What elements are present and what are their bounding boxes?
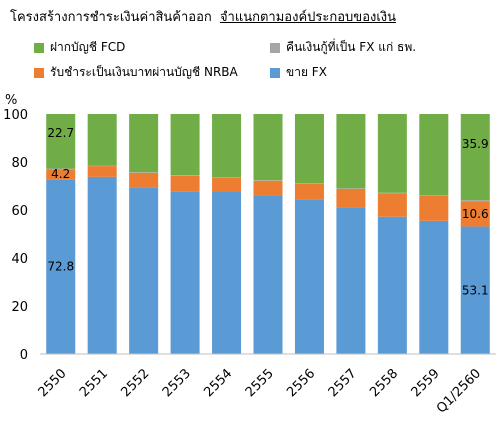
legend-label-sell-fx: ขาย FX — [286, 65, 327, 79]
bar-2558-series-1 — [377, 193, 407, 217]
bar-2550-series-1 — [46, 169, 76, 180]
x-tick-label-2555: 2555 — [243, 366, 277, 400]
bar-q1-2560-series-0 — [460, 226, 490, 354]
bar-2554-series-3 — [212, 114, 242, 178]
y-tick-label-0: 0 — [20, 348, 28, 363]
bar-2557-series-1 — [336, 188, 366, 208]
x-tick-label-2550: 2550 — [36, 366, 70, 400]
x-tick-label-2553: 2553 — [160, 366, 194, 400]
legend-item-fcd: ฝากบัญชี FCD — [34, 38, 125, 57]
bar-2558-series-0 — [377, 216, 407, 354]
chart-title-main: โครงสร้างการชำระเงินค่าสินค้าออก — [10, 10, 212, 25]
y-tick-label-20: 20 — [11, 300, 28, 315]
legend-swatch-loan-repay — [270, 42, 280, 53]
bar-2551-series-3 — [87, 114, 117, 166]
legend-item-nrba: รับชำระเป็นเงินบาทผ่านบัญชี NRBA — [34, 63, 238, 82]
bar-2555-series-1 — [253, 180, 283, 196]
data-label-q1-2560-53-1: 53.1 — [462, 283, 489, 297]
x-tick-label-2556: 2556 — [284, 366, 318, 400]
data-label-2550-22-7: 22.7 — [47, 126, 74, 140]
data-label-2550-4-2: 4.2 — [51, 167, 70, 181]
legend-label-loan-repay: คืนเงินกู้ที่เป็น FX แก่ ธพ. — [286, 40, 417, 54]
bar-2556-series-1 — [294, 183, 324, 200]
legend-item-sell-fx: ขาย FX — [270, 63, 327, 82]
bar-2556-series-0 — [294, 199, 324, 354]
x-tick-label-2557: 2557 — [326, 366, 360, 400]
bar-2550-series-3 — [46, 114, 76, 169]
bar-2558-series-3 — [377, 114, 407, 193]
bar-2559-series-0 — [419, 220, 449, 354]
x-tick-label-2554: 2554 — [201, 366, 235, 400]
bar-2559-series-3 — [419, 114, 449, 196]
bar-2555-series-3 — [253, 114, 283, 181]
chart-title: โครงสร้างการชำระเงินค่าสินค้าออก จำแนกตา… — [10, 6, 396, 27]
bar-2551-series-1 — [87, 166, 117, 177]
bar-q1-2560-series-1 — [460, 201, 490, 227]
bar-2552-series-0 — [129, 187, 159, 354]
bar-2554-series-0 — [212, 192, 242, 354]
bar-2553-series-3 — [170, 114, 200, 176]
y-tick-label-40: 40 — [11, 252, 28, 267]
data-label-q1-2560-10-6: 10.6 — [462, 207, 489, 221]
x-tick-label-2552: 2552 — [118, 366, 152, 400]
x-tick-label-q1-2560: Q1/2560 — [434, 366, 484, 416]
bar-2550-series-2 — [46, 168, 76, 170]
bar-2553-series-1 — [170, 175, 200, 192]
x-tick-label-2559: 2559 — [409, 366, 443, 400]
bar-2557-series-0 — [336, 207, 366, 354]
y-tick-label-100: 100 — [3, 108, 28, 123]
bar-q1-2560-series-2 — [460, 200, 490, 202]
legend-swatch-fcd — [34, 42, 44, 53]
bar-q1-2560-series-3 — [460, 114, 490, 201]
legend-swatch-nrba — [34, 67, 44, 78]
x-tick-label-2558: 2558 — [367, 366, 401, 400]
bar-2557-series-3 — [336, 114, 366, 189]
legend-item-loan-repay: คืนเงินกู้ที่เป็น FX แก่ ธพ. — [270, 38, 416, 57]
y-tick-label-80: 80 — [11, 156, 28, 171]
bar-2551-series-0 — [87, 176, 117, 354]
legend-swatch-sell-fx — [270, 67, 280, 78]
bar-2559-series-1 — [419, 195, 449, 221]
y-axis-label: % — [5, 93, 17, 108]
bar-2553-series-0 — [170, 191, 200, 354]
x-tick-label-2551: 2551 — [77, 366, 111, 400]
bar-2555-series-0 — [253, 195, 283, 354]
legend-label-nrba: รับชำระเป็นเงินบาทผ่านบัญชี NRBA — [50, 65, 238, 79]
legend-label-fcd: ฝากบัญชี FCD — [50, 40, 126, 54]
bar-2552-series-3 — [129, 114, 159, 173]
y-tick-label-60: 60 — [11, 204, 28, 219]
chart-subtitle: จำแนกตามองค์ประกอบของเงิน — [219, 10, 397, 25]
bar-2556-series-3 — [294, 114, 324, 184]
data-label-2550-72-8: 72.8 — [47, 260, 74, 274]
bar-2550-series-0 — [46, 179, 76, 354]
bar-2554-series-1 — [212, 177, 242, 192]
data-label-q1-2560-35-9: 35.9 — [462, 137, 489, 151]
bar-2552-series-1 — [129, 172, 159, 188]
